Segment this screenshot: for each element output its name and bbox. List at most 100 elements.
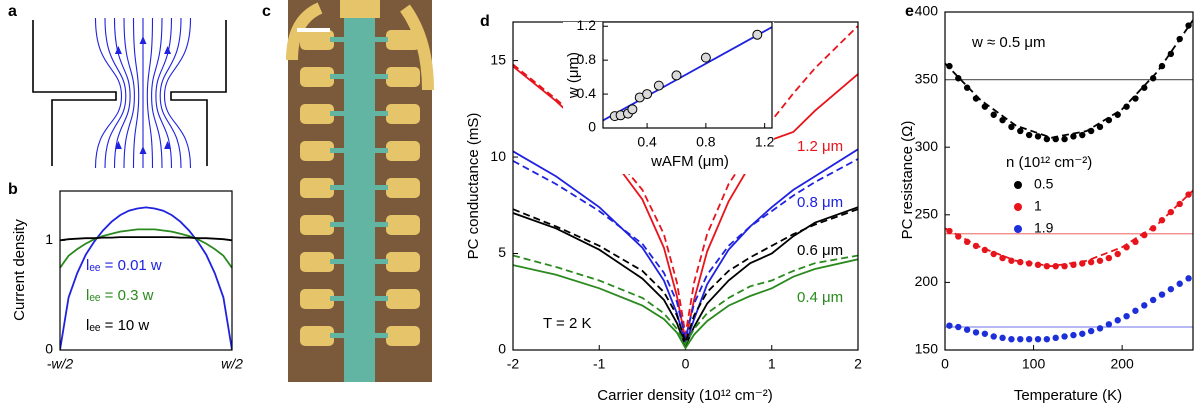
data-point <box>1061 136 1067 142</box>
contact <box>300 104 334 124</box>
data-point <box>654 81 663 90</box>
data-point <box>1123 313 1129 319</box>
electrode-outline <box>33 20 116 166</box>
legend-title: n (10¹² cm⁻²) <box>1006 154 1092 171</box>
data-point <box>753 30 762 39</box>
contact-lead <box>374 222 388 227</box>
panel-letter: c <box>262 3 271 20</box>
contact <box>386 215 420 235</box>
x-tick-label: 1 <box>768 356 776 372</box>
contact-lead <box>374 259 388 264</box>
x-tick-label: 1.2 <box>755 134 775 150</box>
x-tick-label: -w/2 <box>47 356 74 372</box>
contact <box>386 141 420 161</box>
panel-letter: b <box>8 181 18 198</box>
y-axis-label: Current density <box>11 219 28 321</box>
data-point <box>1115 251 1121 257</box>
contact <box>300 30 334 50</box>
data-point <box>1106 255 1112 261</box>
x-tick-label: 0.8 <box>696 134 716 150</box>
contact <box>386 104 420 124</box>
legend-label: 1.9 <box>1034 220 1054 236</box>
x-tick-label: 0.4 <box>637 134 657 150</box>
x-axis-label: Carrier density (10¹² cm⁻²) <box>597 387 772 404</box>
data-point <box>1079 132 1085 138</box>
contact <box>300 67 334 87</box>
data-point <box>1159 291 1165 297</box>
contact <box>300 178 334 198</box>
data-point <box>1017 336 1023 342</box>
y-tick-label: 350 <box>915 70 939 86</box>
contact-lead <box>374 37 388 42</box>
data-point <box>1097 325 1103 331</box>
x-tick-label: 0 <box>941 356 949 372</box>
data-point <box>1035 133 1041 139</box>
contact-lead <box>374 111 388 116</box>
data-point <box>955 324 961 330</box>
contact-lead <box>374 148 388 153</box>
data-point <box>1185 275 1191 281</box>
contact-lead <box>330 259 346 264</box>
x-tick-label: 100 <box>1022 356 1046 372</box>
y-tick-label: 1.2 <box>577 17 597 33</box>
legend-marker <box>1014 225 1022 233</box>
contact <box>386 252 420 272</box>
contact <box>300 326 334 346</box>
data-point <box>1177 281 1183 287</box>
flow-arrow <box>140 146 147 154</box>
data-point <box>1070 332 1076 338</box>
panel-letter: d <box>480 13 490 30</box>
contact-lead <box>330 296 346 301</box>
annotation: T = 2 K <box>543 315 592 332</box>
data-point <box>1026 132 1032 138</box>
x-axis-label: wAFM (μm) <box>650 153 729 170</box>
contact-lead <box>330 111 346 116</box>
legend-label: 0.5 <box>1034 176 1054 192</box>
y-tick-label: 0 <box>498 341 506 357</box>
data-point <box>964 327 970 333</box>
data-point <box>973 329 979 335</box>
contact-lead <box>374 185 388 190</box>
data-point <box>946 322 952 328</box>
data-point <box>982 331 988 337</box>
contact-lead <box>330 222 346 227</box>
device-photo <box>288 0 432 382</box>
contact <box>386 178 420 198</box>
contact-lead <box>330 185 346 190</box>
legend-marker <box>1014 181 1022 189</box>
y-tick-label: 10 <box>490 148 506 164</box>
y-axis-label: w (μm) <box>565 52 582 99</box>
flow-arrow <box>115 46 122 54</box>
data-point <box>1035 336 1041 342</box>
x-axis-label: Temperature (K) <box>1014 387 1122 404</box>
contact-lead <box>330 37 346 42</box>
top-pad <box>340 0 380 18</box>
contact-lead <box>374 333 388 338</box>
annotation: w ≈ 0.5 μm <box>971 34 1046 51</box>
contact-lead <box>330 333 346 338</box>
y-tick-label: 400 <box>915 3 939 19</box>
data-point <box>1053 335 1059 341</box>
legend-marker <box>1014 203 1022 211</box>
flow-arrow <box>164 46 171 54</box>
data-point <box>1115 317 1121 323</box>
y-tick-label: 300 <box>915 138 939 154</box>
contact-lead <box>330 148 346 153</box>
data-point <box>1132 308 1138 314</box>
contact <box>300 215 334 235</box>
x-tick-label: 200 <box>1110 356 1134 372</box>
data-point <box>1168 286 1174 292</box>
x-tick-label: 2 <box>854 356 862 372</box>
data-point <box>1097 258 1103 264</box>
contact <box>386 67 420 87</box>
panel-letter: a <box>8 3 17 20</box>
data-point <box>991 333 997 339</box>
data-point <box>991 112 997 118</box>
x-tick-label: w/2 <box>221 356 243 372</box>
contact <box>300 289 334 309</box>
y-tick-label: 5 <box>498 244 506 260</box>
y-tick-label: 250 <box>915 206 939 222</box>
series-line <box>60 237 232 240</box>
y-tick-label: 200 <box>915 273 939 289</box>
data-point <box>1026 336 1032 342</box>
